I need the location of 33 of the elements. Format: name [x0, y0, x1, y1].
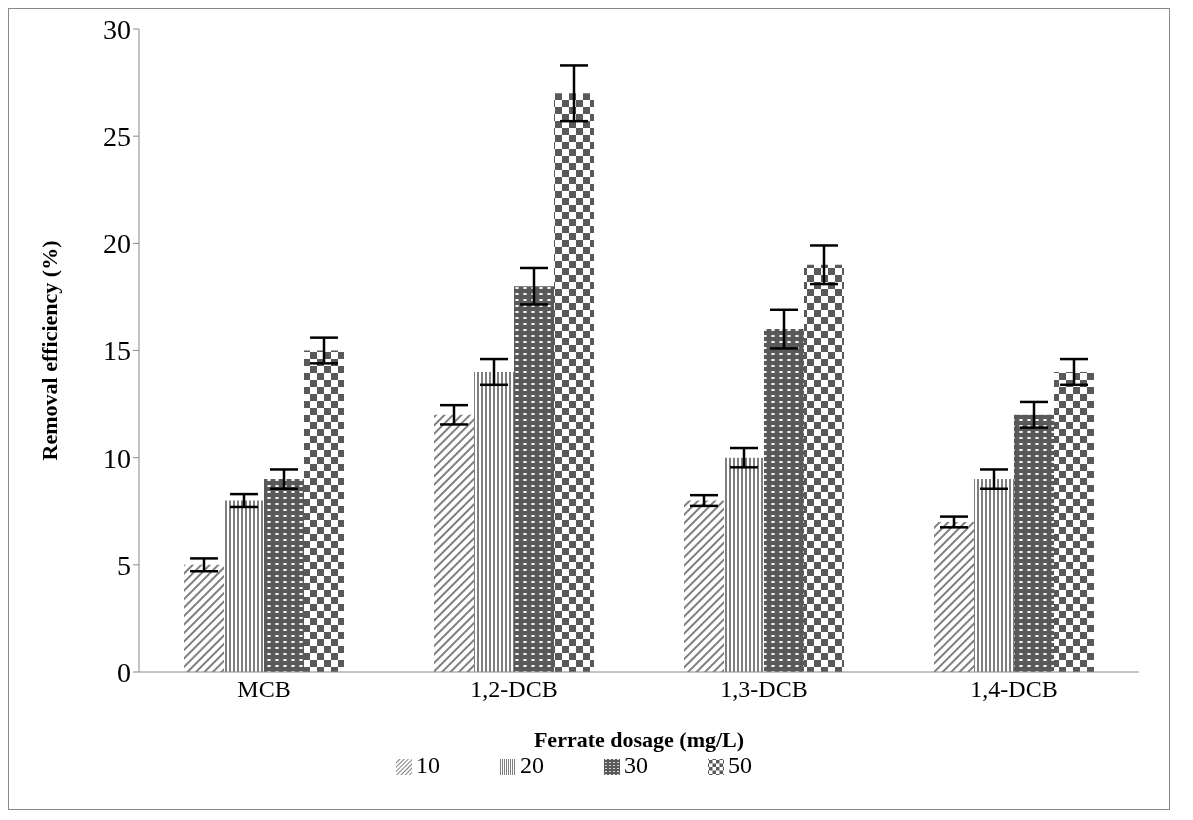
bar — [434, 414, 474, 672]
bar — [474, 371, 514, 672]
y-tick-label: 0 — [117, 656, 131, 688]
bar — [724, 457, 764, 672]
bar — [1054, 371, 1094, 672]
bar — [184, 564, 224, 672]
legend-label: 10 — [416, 752, 440, 778]
bar — [304, 350, 344, 672]
y-tick-label: 5 — [117, 549, 131, 581]
bar — [514, 286, 554, 672]
bar — [684, 500, 724, 672]
bar — [974, 479, 1014, 672]
bar — [934, 521, 974, 672]
bar — [554, 93, 594, 672]
y-tick-label: 20 — [103, 228, 131, 260]
y-tick-label: 10 — [103, 442, 131, 474]
legend-label: 30 — [624, 752, 648, 778]
y-tick-label: 15 — [103, 335, 131, 367]
x-tick-label: 1,4-DCB — [970, 676, 1058, 703]
bar — [804, 264, 844, 672]
bar — [224, 500, 264, 672]
x-tick-label: MCB — [237, 676, 291, 703]
bar — [764, 329, 804, 672]
legend-label: 20 — [520, 752, 544, 778]
x-axis-title: Ferrate dosage (mg/L) — [533, 727, 745, 752]
x-tick-label: 1,3-DCB — [720, 676, 808, 703]
y-axis-title: Removal efficiency (%) — [36, 240, 62, 461]
y-tick-label: 25 — [103, 121, 131, 153]
bar — [264, 479, 304, 672]
x-tick-label: 1,2-DCB — [470, 676, 558, 703]
y-tick-label: 30 — [103, 13, 131, 45]
legend-label: 50 — [728, 752, 752, 778]
bar — [1014, 414, 1054, 672]
